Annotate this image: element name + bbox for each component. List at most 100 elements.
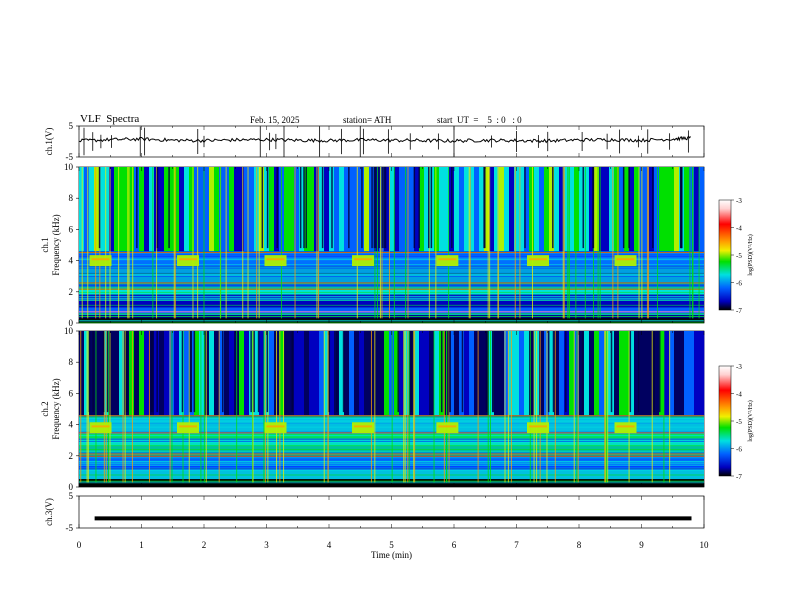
colorbar-label: log(PSD)(V²/Hz)	[747, 400, 754, 441]
sferic-line	[197, 167, 199, 319]
spectrogram-streak	[79, 434, 704, 436]
burst	[614, 255, 637, 267]
ch1-spectrogram-ylabel: Frequency (kHz)	[51, 214, 61, 275]
burst-core	[91, 425, 110, 428]
burst	[177, 422, 199, 434]
spectrogram-streak	[79, 275, 704, 277]
sferic-gap	[156, 167, 159, 249]
spectrogram-cell	[454, 167, 460, 252]
sferic-line	[628, 331, 630, 483]
spectrogram-cell	[589, 167, 595, 252]
sferic-line	[276, 331, 278, 483]
ch1-waveform-ytick-label: -5	[66, 152, 74, 162]
sferic-line	[379, 167, 381, 319]
spectrogram-cell	[249, 167, 255, 252]
spectrogram-cell	[524, 167, 530, 252]
spectrogram-cell	[514, 331, 520, 416]
spectrogram-cell	[89, 331, 95, 416]
spectrogram-cell	[224, 167, 230, 252]
ch2-spectrogram	[79, 331, 705, 487]
sferic-gap	[653, 331, 655, 413]
spectrogram-cell	[349, 167, 355, 252]
sferic-gap	[331, 167, 333, 249]
spectrogram-cell	[194, 167, 200, 252]
spectrogram-cell	[604, 167, 610, 252]
colorbar-tick-label: -4	[736, 391, 742, 399]
sferic-line	[131, 331, 133, 483]
sferic-gap	[92, 331, 94, 413]
sferic-gap	[485, 331, 488, 413]
x-tick-label: 8	[577, 540, 582, 550]
spectrogram-cell	[669, 167, 675, 252]
sferic-line	[374, 331, 376, 483]
x-tick-label: 0	[77, 540, 82, 550]
sferic-gap	[629, 331, 632, 413]
sferic-line	[236, 331, 238, 483]
x-tick-label: 4	[327, 540, 332, 550]
sferic-line	[504, 331, 506, 483]
ch3-waveform-ytick-label: 5	[69, 491, 74, 501]
ch2-spectrogram-ytick-label: 8	[69, 357, 74, 367]
spectrogram-cell	[244, 331, 250, 416]
sferic-line	[393, 167, 395, 319]
spectrogram-cell	[549, 167, 555, 252]
sferic-line	[669, 331, 671, 483]
sferic-line	[413, 331, 415, 483]
sferic-line	[641, 167, 643, 319]
burst-core	[616, 425, 635, 428]
spectrogram-cell	[254, 331, 260, 416]
spectrogram-cell	[199, 167, 205, 252]
sferic-gap	[250, 331, 252, 413]
spectrogram-cell	[639, 331, 645, 416]
burst	[436, 255, 459, 267]
x-tick-label: 2	[202, 540, 207, 550]
sferic-line	[192, 167, 194, 319]
spectrogram-cell	[674, 331, 680, 416]
spectrogram-streak	[79, 462, 704, 464]
sferic-gap	[413, 167, 416, 249]
spectrogram-streak	[79, 457, 704, 459]
sferic-gap	[106, 331, 109, 413]
spectrogram-cell	[309, 167, 315, 252]
sferic-gap	[440, 331, 443, 413]
spectrogram-cell	[214, 331, 220, 416]
spectrogram-cell	[184, 331, 190, 416]
sferic-line	[173, 167, 175, 319]
ch1-waveform-trace	[78, 135, 691, 144]
spectrogram-band	[79, 446, 704, 456]
burst	[264, 255, 287, 267]
spectrogram-streak	[79, 439, 704, 441]
sferic-line	[356, 167, 358, 319]
burst	[352, 255, 374, 267]
sferic-line	[148, 331, 150, 483]
x-tick-label: 1	[139, 540, 144, 550]
sferic-line	[519, 167, 521, 319]
spectrogram-cell	[239, 331, 245, 416]
sferic-gap	[565, 331, 567, 413]
spectrogram-streak	[79, 445, 704, 447]
spectrogram-cell	[384, 331, 390, 416]
sferic-gap	[622, 167, 625, 249]
spectrogram-cell	[339, 167, 345, 252]
sferic-line	[448, 167, 450, 319]
spectrogram-cell	[134, 331, 140, 416]
sferic-gap	[428, 167, 430, 249]
narrowband-line	[79, 252, 704, 254]
spectrogram-cell	[219, 331, 225, 416]
spectrogram-cell	[204, 167, 210, 252]
ch2-spectrogram-ylabel: ch.2	[40, 401, 50, 416]
sferic-line	[263, 331, 265, 483]
sferic-line	[408, 331, 410, 483]
sferic-gap	[373, 167, 376, 249]
spectrogram-cell	[164, 167, 170, 252]
spectrogram-streak	[79, 297, 704, 299]
spectrogram-cell	[224, 331, 230, 416]
sferic-line	[252, 331, 254, 483]
figure-title: VLF Spectra	[80, 113, 140, 125]
sferic-gap	[151, 331, 154, 413]
sferic-gap	[418, 167, 420, 249]
sferic-line	[531, 167, 533, 319]
spectrogram-streak	[79, 299, 704, 301]
burst-core	[179, 425, 197, 428]
sferic-line	[539, 331, 541, 483]
